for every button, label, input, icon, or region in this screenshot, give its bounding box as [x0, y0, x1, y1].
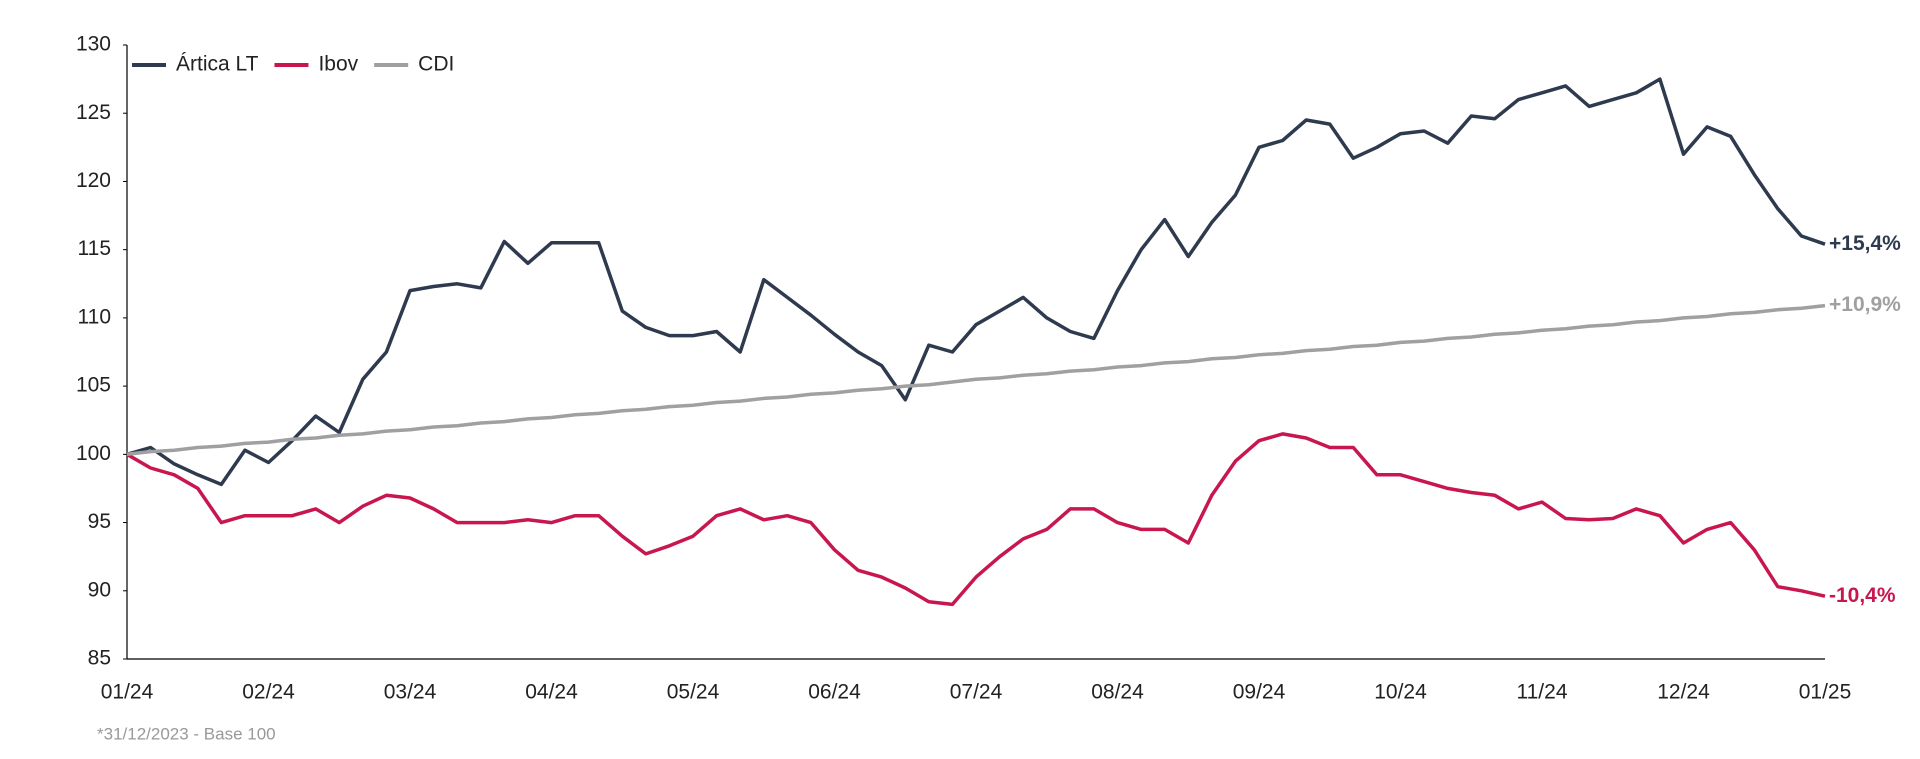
y-tick-label: 110 — [78, 305, 111, 328]
x-tick-label: 03/24 — [384, 681, 437, 704]
x-tick-label: 02/24 — [242, 681, 295, 704]
x-tick-label: 01/25 — [1799, 681, 1852, 704]
series-line — [126, 432, 1826, 607]
y-tick-label: 85 — [88, 647, 111, 670]
series-line — [126, 77, 1826, 487]
legend-label: Ártica LT — [176, 53, 259, 76]
end-label: +15,4% — [1829, 232, 1901, 255]
y-tick-label: 130 — [76, 33, 111, 56]
x-tick-label: 12/24 — [1657, 681, 1710, 704]
y-tick-label: 90 — [88, 578, 111, 601]
x-tick-label: 07/24 — [950, 681, 1003, 704]
y-tick-label: 115 — [78, 237, 111, 260]
x-tick-label: 01/24 — [101, 681, 154, 704]
x-tick-label: 06/24 — [808, 681, 861, 704]
y-tick-label: 125 — [76, 101, 111, 124]
x-tick-label: 11/24 — [1517, 681, 1568, 704]
legend-label: Ibov — [318, 53, 358, 76]
y-tick-label: 95 — [88, 510, 111, 533]
x-tick-label: 10/24 — [1374, 681, 1427, 704]
y-tick-label: 120 — [76, 169, 111, 192]
x-tick-label: 08/24 — [1091, 681, 1144, 704]
legend-label: CDI — [418, 53, 454, 76]
x-tick-label: 05/24 — [667, 681, 720, 704]
end-label: +10,9% — [1829, 293, 1901, 316]
y-tick-label: 105 — [76, 374, 111, 397]
footnote: *31/12/2023 - Base 100 — [97, 724, 276, 743]
x-tick-label: 04/24 — [525, 681, 578, 704]
y-tick-label: 100 — [76, 442, 111, 465]
x-tick-label: 09/24 — [1233, 681, 1286, 704]
end-label: -10,4% — [1829, 584, 1896, 607]
series-line — [126, 303, 1826, 457]
